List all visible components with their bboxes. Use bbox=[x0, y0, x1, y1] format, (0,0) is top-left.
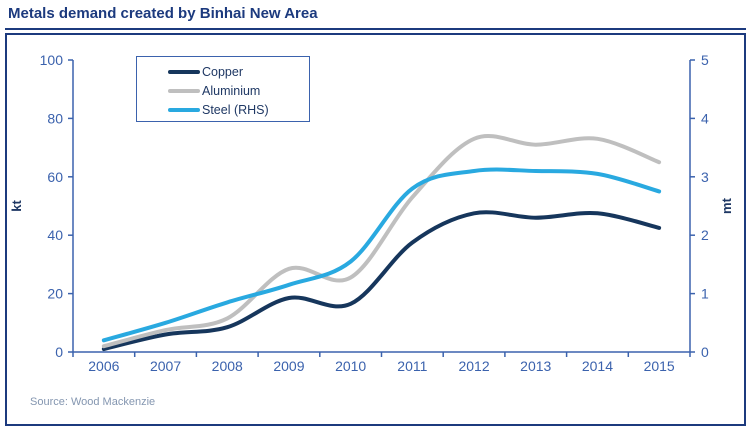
title-underline bbox=[5, 28, 746, 30]
x-axis-year-label: 2006 bbox=[88, 358, 119, 374]
right-axis-tick-label: 4 bbox=[701, 110, 709, 126]
x-axis-year-label: 2009 bbox=[273, 358, 304, 374]
legend-item-aluminium: Aluminium bbox=[168, 81, 309, 100]
left-axis-tick-label: 20 bbox=[47, 286, 63, 302]
legend-item-copper: Copper bbox=[168, 62, 309, 81]
x-axis-year-label: 2014 bbox=[582, 358, 613, 374]
series-line-aluminium bbox=[101, 134, 662, 349]
source-note: Source: Wood Mackenzie bbox=[30, 396, 156, 408]
legend-label-copper: Copper bbox=[202, 64, 243, 79]
chart-legend: Copper Aluminium Steel (RHS) bbox=[136, 56, 310, 122]
left-axis-tick-label: 80 bbox=[47, 110, 63, 126]
x-axis-year-label: 2008 bbox=[212, 358, 243, 374]
legend-swatch-copper bbox=[168, 69, 200, 74]
chart-title: Metals demand created by Binhai New Area bbox=[8, 5, 318, 22]
right-axis-title: mt bbox=[719, 197, 734, 214]
right-axis-tick-label: 2 bbox=[701, 227, 709, 243]
series-line-copper bbox=[101, 210, 662, 352]
x-axis-year-label: 2012 bbox=[458, 358, 489, 374]
chart-area: 0 20 40 60 80 100 0 1 2 3 4 5 2006 2007 2008 2009 2010 20… bbox=[5, 33, 746, 426]
x-axis-year-label: 2013 bbox=[520, 358, 551, 374]
right-axis-tick-label: 0 bbox=[701, 344, 709, 360]
left-axis-tick-label: 0 bbox=[55, 344, 63, 360]
left-axis-tick-label: 60 bbox=[47, 169, 63, 185]
right-axis-tick-label: 3 bbox=[701, 169, 709, 185]
line-chart-plot: 0 20 40 60 80 100 0 1 2 3 4 5 2006 2007 2008 2009 2010 20… bbox=[9, 52, 734, 374]
series-line-steel-rhs bbox=[101, 167, 662, 343]
legend-swatch-steel bbox=[168, 107, 200, 112]
left-axis-tick-label: 40 bbox=[47, 227, 63, 243]
x-axis-year-label: 2011 bbox=[397, 358, 427, 374]
left-axis-title: kt bbox=[9, 200, 24, 212]
left-axis-tick-label: 100 bbox=[40, 52, 64, 68]
x-axis-year-label: 2015 bbox=[644, 358, 675, 374]
legend-swatch-aluminium bbox=[168, 88, 200, 93]
x-axis-year-label: 2007 bbox=[150, 358, 181, 374]
x-axis-year-label: 2010 bbox=[335, 358, 366, 374]
legend-label-steel: Steel (RHS) bbox=[202, 102, 269, 117]
legend-item-steel: Steel (RHS) bbox=[168, 100, 309, 119]
right-axis-tick-label: 1 bbox=[701, 286, 709, 302]
legend-label-aluminium: Aluminium bbox=[202, 83, 261, 98]
right-axis-tick-label: 5 bbox=[701, 52, 709, 68]
